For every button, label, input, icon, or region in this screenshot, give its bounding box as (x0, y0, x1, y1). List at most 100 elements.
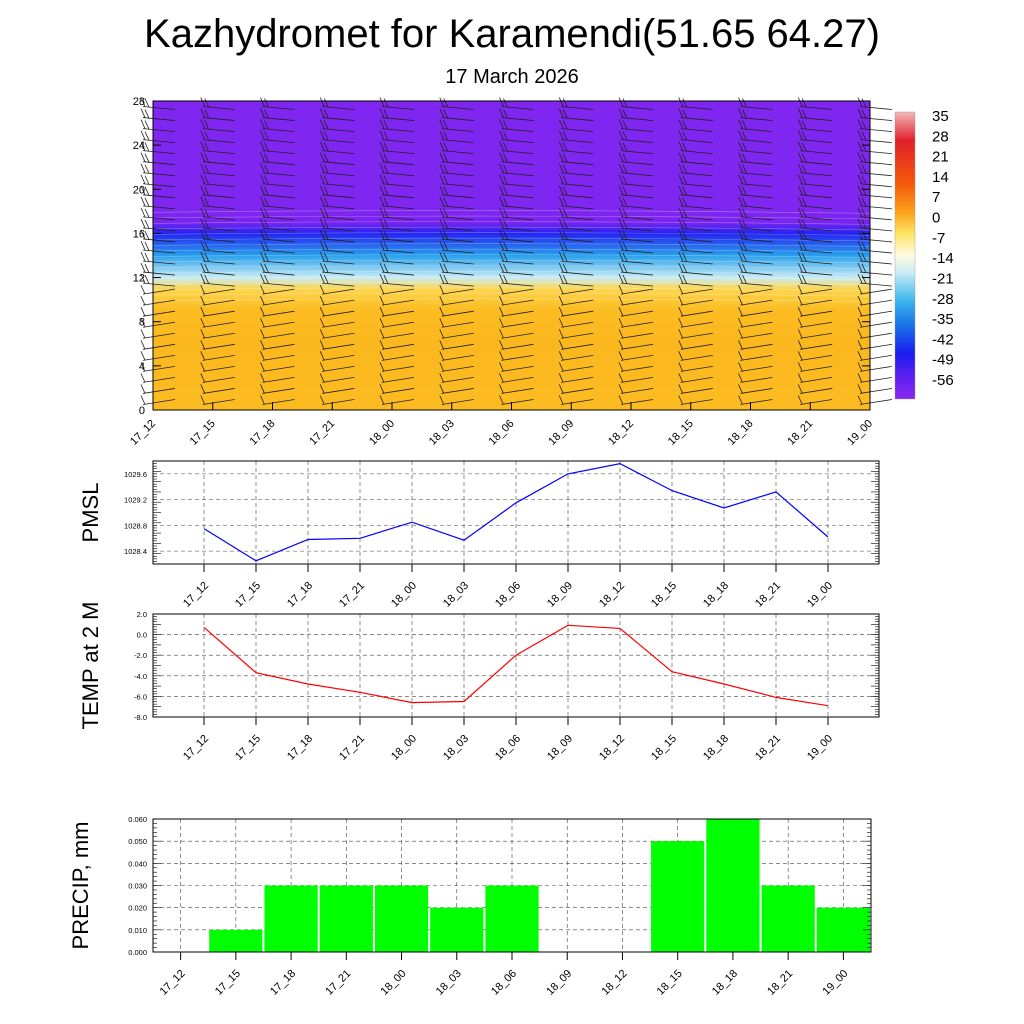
wind-barb-flag (443, 252, 449, 262)
wind-barb (680, 216, 713, 221)
wind-barb-flag (439, 395, 445, 405)
wind-barb-flag (742, 219, 747, 229)
wind-barb-flag (379, 240, 385, 251)
contour-line (152, 287, 871, 291)
wind-barb-flag (558, 329, 564, 339)
wind-barb (142, 388, 176, 394)
wind-barb-flag (801, 131, 807, 141)
wind-barb (501, 128, 534, 132)
wind-barb (262, 128, 295, 132)
wind-barb-flag (558, 307, 564, 317)
wind-barb (441, 354, 474, 361)
wind-barb-flag (499, 229, 504, 240)
wind-barb (501, 161, 534, 166)
wind-barb-flag (140, 284, 146, 295)
colorbar-frame (894, 111, 916, 400)
wind-barb-flag (861, 219, 867, 229)
wind-barb-flag (439, 141, 445, 151)
wind-barb (800, 282, 833, 287)
wind-barb-flag (260, 262, 265, 273)
wind-barb-flag (323, 98, 329, 108)
wind-barb-flag (260, 351, 265, 361)
y-tick-label: 0.030 (128, 882, 147, 891)
wind-barb-flag (499, 329, 504, 339)
wind-barb (620, 106, 654, 110)
wind-barb-flag (443, 197, 449, 207)
wind-barb-flag (738, 273, 743, 284)
wind-barb-flag (682, 109, 688, 119)
wind-barb-flag (264, 230, 269, 240)
wind-barb (501, 106, 534, 110)
wind-barb (620, 399, 654, 405)
wind-barb (262, 227, 295, 232)
wind-barb-flag (379, 395, 385, 405)
wind-barb-flag (618, 119, 624, 129)
wind-barb (561, 249, 594, 254)
wind-barb-flag (200, 218, 206, 229)
wind-barb (620, 282, 654, 287)
y-tick-label: 1028.8 (124, 521, 147, 530)
wind-barb-flag (861, 230, 867, 240)
wind-barb (142, 172, 176, 177)
wind-barb-flag (738, 207, 743, 218)
wind-barb-flag (738, 340, 743, 350)
wind-barb-flag (503, 252, 508, 262)
wind-barb-flag (144, 186, 150, 196)
wind-barb-flag (503, 197, 508, 207)
wind-barb (800, 139, 833, 144)
wind-barb-flag (204, 241, 210, 251)
wind-barb (441, 365, 474, 372)
wind-barb (381, 117, 415, 121)
wind-barb (322, 150, 355, 155)
wind-barb-flag (562, 175, 568, 185)
wind-barb-flag (443, 241, 449, 251)
wind-barb-flag (439, 240, 445, 251)
wind-barb-flag (558, 362, 564, 372)
wind-barb-flag (140, 318, 146, 328)
x-tick-label: 18_15 (666, 418, 696, 448)
wind-barb-flag (264, 263, 269, 273)
wind-barb-flag (200, 329, 206, 339)
wind-barb (620, 117, 654, 121)
wind-barb-flag (801, 164, 807, 174)
wind-barb (262, 249, 295, 254)
wind-barb (441, 271, 474, 276)
x-tick-label: 17_12 (128, 418, 158, 448)
wind-barb (202, 332, 235, 339)
wind-barb-flag (439, 384, 445, 394)
wind-barb (680, 150, 713, 155)
wind-barb-flag (558, 152, 564, 162)
wind-barb-flag (200, 163, 206, 173)
wind-barb-flag (499, 207, 504, 218)
wind-barb-flag (499, 395, 504, 405)
wind-barb-flag (499, 318, 504, 328)
x-tick-label: 18_03 (441, 580, 471, 610)
wind-barb (262, 354, 295, 361)
wind-barb-flag (499, 251, 504, 262)
y-tick-label: 16 (133, 228, 145, 240)
wind-barb-flag (379, 152, 385, 162)
wind-barb (501, 172, 534, 177)
wind-barb-flag (323, 274, 329, 284)
wind-barb-flag (618, 240, 624, 251)
x-tick-label: 18_18 (726, 418, 756, 448)
wind-barb-flag (857, 108, 863, 118)
wind-barb (262, 139, 295, 144)
wind-barb (142, 128, 176, 132)
x-tick-label: 18_06 (489, 968, 519, 998)
wind-barb (561, 399, 594, 405)
wind-barb (859, 271, 893, 276)
wind-barb (262, 161, 295, 166)
wind-barb (561, 321, 594, 328)
wind-barb (800, 321, 833, 328)
wind-barb (142, 106, 176, 110)
wind-barb-flag (618, 97, 624, 107)
wind-barb-flag (323, 219, 329, 229)
y-tick-label: -8.0 (134, 713, 147, 722)
wind-barb (800, 271, 833, 276)
wind-barb (620, 321, 654, 328)
wind-barb-flag (797, 340, 803, 350)
wind-barb (620, 205, 654, 210)
x-tick-label: 18_15 (649, 733, 679, 763)
wind-barb (859, 161, 893, 166)
